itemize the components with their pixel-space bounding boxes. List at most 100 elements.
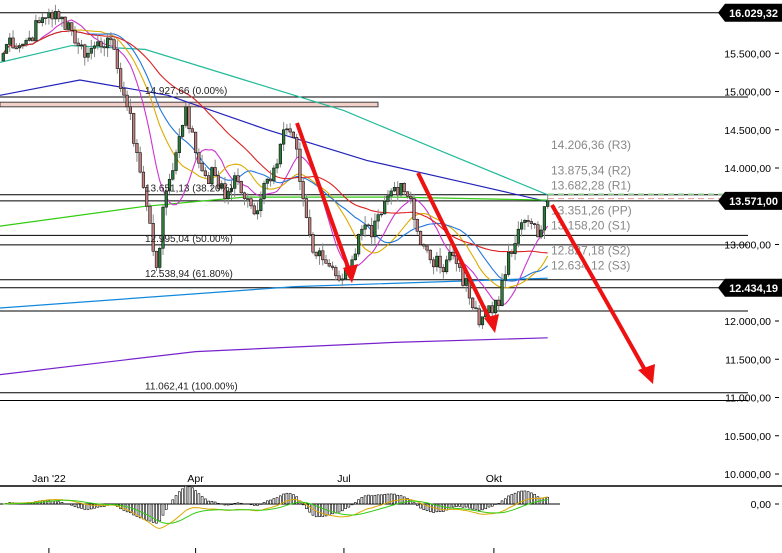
candle-body [96,41,100,47]
macd-histogram-bar [340,503,344,512]
x-tick-label: Apr [187,473,204,485]
fibonacci-labels: 14.927,66 (0.00%) 13.651,13 (38.20%) 12.99… [145,86,238,393]
y-tick-label: 13.000,00 [724,240,771,252]
macd-histogram-bar [429,503,432,513]
macd-histogram-bar [321,503,325,517]
macd-histogram-bar [266,500,269,505]
macd-histogram-bar [497,503,501,505]
macd-histogram-bar [223,503,227,506]
candle-body [158,247,162,268]
indicator-line [0,337,548,376]
macd-line [3,496,548,530]
candle-body [246,198,250,200]
macd-histogram-bar [373,494,377,505]
moving-average-line [2,30,549,282]
macd-histogram-bar [181,488,184,505]
macd-histogram-bar [204,498,207,505]
candle-body [148,205,152,224]
candle-body [21,43,25,46]
macd-histogram-bar [402,496,406,505]
macd-histogram-bar [474,503,478,510]
macd-histogram-bar [419,503,422,509]
candle-body [317,250,322,257]
candle-body [73,30,77,44]
candle-body [259,198,263,211]
candle-body [412,198,416,220]
macd-histogram-bar [249,503,253,505]
macd-histogram-bar [285,492,289,505]
macd-histogram-bar [269,499,272,505]
macd-histogram-bar [305,503,308,510]
macd-histogram-bar [367,494,370,505]
candle-body [268,178,273,182]
macd-histogram-bar [70,503,74,506]
macd-histogram-bar [383,494,386,505]
macd-histogram-bar [93,503,96,509]
price-badge-label: 12.434,19 [729,283,778,295]
price-badges: 16.029,32 13.571,00 12.434,19 [718,3,782,297]
macd-histogram-bar [197,493,201,505]
candle-body [109,37,113,41]
macd-histogram-bar [164,503,168,510]
candle-body [435,255,439,268]
candle-body [190,128,194,133]
candle-body [236,175,240,182]
candle-body [161,206,165,249]
candle-body [529,221,533,224]
price-badge [718,278,782,297]
candle-body [194,131,198,153]
candle-body [265,178,269,184]
pivot-label: 12.634,12 (S3) [551,258,630,272]
indicator-line [0,44,548,196]
macd-histogram-bar [389,493,393,505]
candle-body [242,192,247,199]
pivot-label: 13.158,20 (S1) [551,218,630,232]
macd-histogram-bar [125,503,129,513]
y-tick-label: 14.000,00 [724,163,771,175]
candle-body [11,37,15,49]
macd-histogram-bar [490,503,494,507]
candle-body [141,171,146,188]
candle-body [119,68,123,89]
trend-arrows [295,122,655,384]
candle-body [14,47,18,50]
candle-body [24,40,28,45]
candle-body [445,259,449,273]
macd-histogram-bar [148,503,152,522]
macd-histogram-bar [171,499,175,505]
moving-average-line [2,30,548,254]
macd-histogram-bar [458,503,461,507]
candle-body [187,106,191,130]
candle-body [272,167,276,182]
candle-body [239,181,243,194]
candle-body [366,224,370,227]
candle-body [76,42,80,46]
macd-histogram-bar [507,495,510,505]
candle-body [497,299,501,307]
candle-body [8,37,12,45]
candle-body [40,17,44,23]
macd-histogram-bar [80,503,83,509]
pivot-label: 12.827,18 (S2) [551,244,630,258]
macd-histogram-bar [415,503,419,506]
macd-histogram-bar [86,503,90,510]
macd-histogram-bar [318,503,321,517]
macd-histogram-bar [207,500,210,505]
candle-body [536,224,540,238]
candle-body [226,191,230,199]
macd-histogram-bar [213,501,217,505]
candle-body [363,224,367,230]
candle-body [428,249,432,261]
macd-histogram-bar [425,503,429,512]
candle-body [200,162,204,172]
candle-body [249,198,253,207]
macd-histogram-bar [461,503,465,508]
candle-body [376,214,380,222]
macd-histogram-bar [526,491,530,505]
macd-histogram-bar [533,494,536,505]
candle-body [513,243,517,254]
candle-body [308,217,312,235]
candle-body [360,228,364,235]
candle-body [174,152,178,171]
macd-signal-line [3,499,548,524]
